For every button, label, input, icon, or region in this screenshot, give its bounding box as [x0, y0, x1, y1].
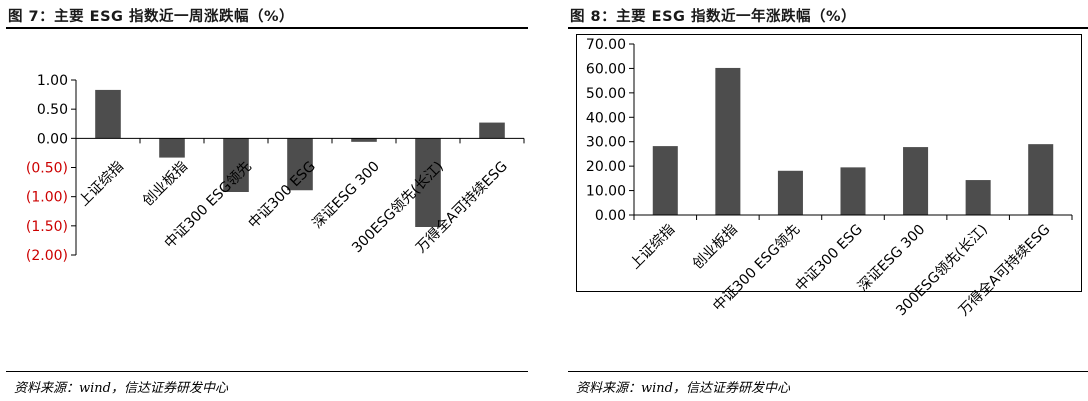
bar	[903, 147, 929, 215]
bar	[95, 89, 121, 139]
y-tick-label: 60.00	[586, 61, 626, 77]
figure-8-bottom-rule	[568, 371, 1088, 372]
bar	[652, 146, 678, 215]
figure-8-title: 图 8：主要 ESG 指数近一年涨跌幅（%）	[570, 9, 857, 25]
figure-7-title: 图 7：主要 ESG 指数近一周涨跌幅（%）	[8, 9, 295, 25]
y-tick-label: (1.50)	[26, 219, 68, 235]
bar	[479, 122, 505, 139]
bar	[415, 138, 441, 227]
y-tick-label: 30.00	[586, 135, 626, 151]
y-tick-label: 0.50	[37, 102, 68, 118]
figure-7-source: 资料来源：wind，信达证券研发中心	[14, 381, 228, 396]
y-tick-label: 10.00	[586, 184, 626, 200]
figure-7-top-rule	[6, 27, 528, 29]
bar	[715, 67, 741, 215]
bar	[287, 138, 313, 191]
y-tick-label: (1.00)	[26, 190, 68, 206]
x-category-label: 上证综指	[627, 222, 678, 273]
y-tick-label: 20.00	[586, 159, 626, 175]
y-tick-label: 70.00	[586, 37, 626, 53]
x-category-label: 中证300 ESG	[245, 159, 318, 232]
x-category-label: 上证综指	[76, 159, 127, 210]
bar	[223, 138, 249, 192]
x-category-label: 创业板指	[690, 222, 741, 273]
figure-7-chart: 1.00 0.50 0.00 (0.50) (1.00) (1.50) (2.00) 上证综指…	[26, 73, 525, 264]
y-tick-label: 1.00	[37, 73, 68, 89]
y-tick-label: 0.00	[595, 208, 626, 224]
bar	[840, 167, 866, 215]
bar	[1028, 144, 1054, 215]
figure-8-chart: 70.00 60.00 50.00 40.00 30.00 20.00 10.00 0.00上…	[586, 37, 1073, 319]
figure-8-panel: 图 8：主要 ESG 指数近一年涨跌幅（%） 70.00 60.00 50.00 40…	[562, 0, 1088, 401]
y-tick-label: (0.50)	[26, 161, 68, 177]
figure-8-top-rule	[568, 27, 1088, 29]
figure-8-source: 资料来源：wind，信达证券研发中心	[576, 381, 790, 396]
figure-7-bottom-rule	[6, 371, 528, 372]
bar	[351, 138, 377, 142]
figure-7-panel: 图 7：主要 ESG 指数近一周涨跌幅（%） 1.00 0.50 0.00 (0.50…	[0, 0, 528, 401]
y-tick-label: 50.00	[586, 86, 626, 102]
y-tick-label: 0.00	[37, 131, 68, 147]
x-category-label: 创业板指	[140, 159, 191, 210]
y-tick-label: 40.00	[586, 110, 626, 126]
y-tick-label: (2.00)	[26, 248, 68, 264]
bar	[159, 138, 185, 158]
bar	[965, 180, 991, 215]
bar	[777, 170, 803, 215]
